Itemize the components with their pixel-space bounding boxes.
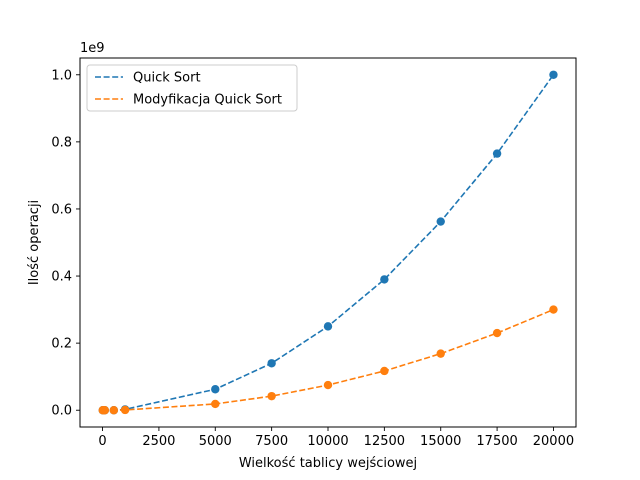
legend-label: Quick Sort [133, 71, 201, 86]
y-axis-title: Ilość operacji [27, 200, 42, 285]
x-tick-label: 20000 [533, 434, 574, 449]
y-tick-label: 0.0 [51, 404, 72, 419]
data-point [323, 380, 333, 390]
data-point [109, 406, 119, 415]
data-point [120, 405, 130, 415]
data-point [267, 359, 276, 368]
y-tick-label: 0.8 [51, 135, 72, 150]
data-point [211, 399, 220, 409]
data-point [100, 406, 110, 415]
y-tick-label: 0.4 [51, 270, 72, 285]
x-tick-label: 15000 [420, 434, 461, 449]
y-tick-label: 0.2 [51, 337, 72, 352]
y-tick-label: 1.0 [51, 68, 72, 83]
x-tick-label: 7500 [255, 434, 288, 449]
data-point [267, 391, 276, 401]
data-point [436, 217, 445, 226]
series-1 [98, 70, 558, 415]
data-point [492, 149, 502, 158]
legend: Quick Sort Modyfikacja Quick Sort [86, 64, 298, 112]
data-point [549, 70, 558, 79]
x-axis-title: Wielkość tablicy wejściowej [239, 456, 417, 471]
x-tick-label: 10000 [307, 434, 348, 449]
y-offset-label: 1e9 [80, 41, 105, 56]
x-tick-label: 0 [98, 434, 106, 449]
data-point [211, 385, 220, 394]
data-point [549, 305, 558, 314]
series-2 [98, 305, 558, 415]
plot-series-layer [98, 70, 558, 415]
legend-label: Modyfikacja Quick Sort [133, 93, 282, 108]
data-point [492, 328, 502, 338]
x-tick-label: 2500 [142, 434, 175, 449]
y-axis: 0.0 0.2 0.4 0.6 0.8 1.0 [51, 68, 80, 419]
legend-item: Quick Sort [95, 71, 201, 86]
data-point [323, 322, 333, 331]
data-point [380, 366, 389, 376]
x-axis: 0 2500 5000 7500 10000 12500 15000 17500 20000 [98, 427, 574, 449]
x-tick-label: 5000 [199, 434, 232, 449]
data-point [436, 349, 445, 358]
legend-box [86, 64, 298, 112]
legend-item: Modyfikacja Quick Sort [95, 93, 282, 108]
y-tick-label: 0.6 [51, 202, 72, 217]
x-tick-label: 17500 [476, 434, 517, 449]
data-point [380, 275, 389, 284]
series-line [102, 74, 555, 412]
axes-frame [79, 57, 577, 428]
x-tick-label: 12500 [364, 434, 405, 449]
